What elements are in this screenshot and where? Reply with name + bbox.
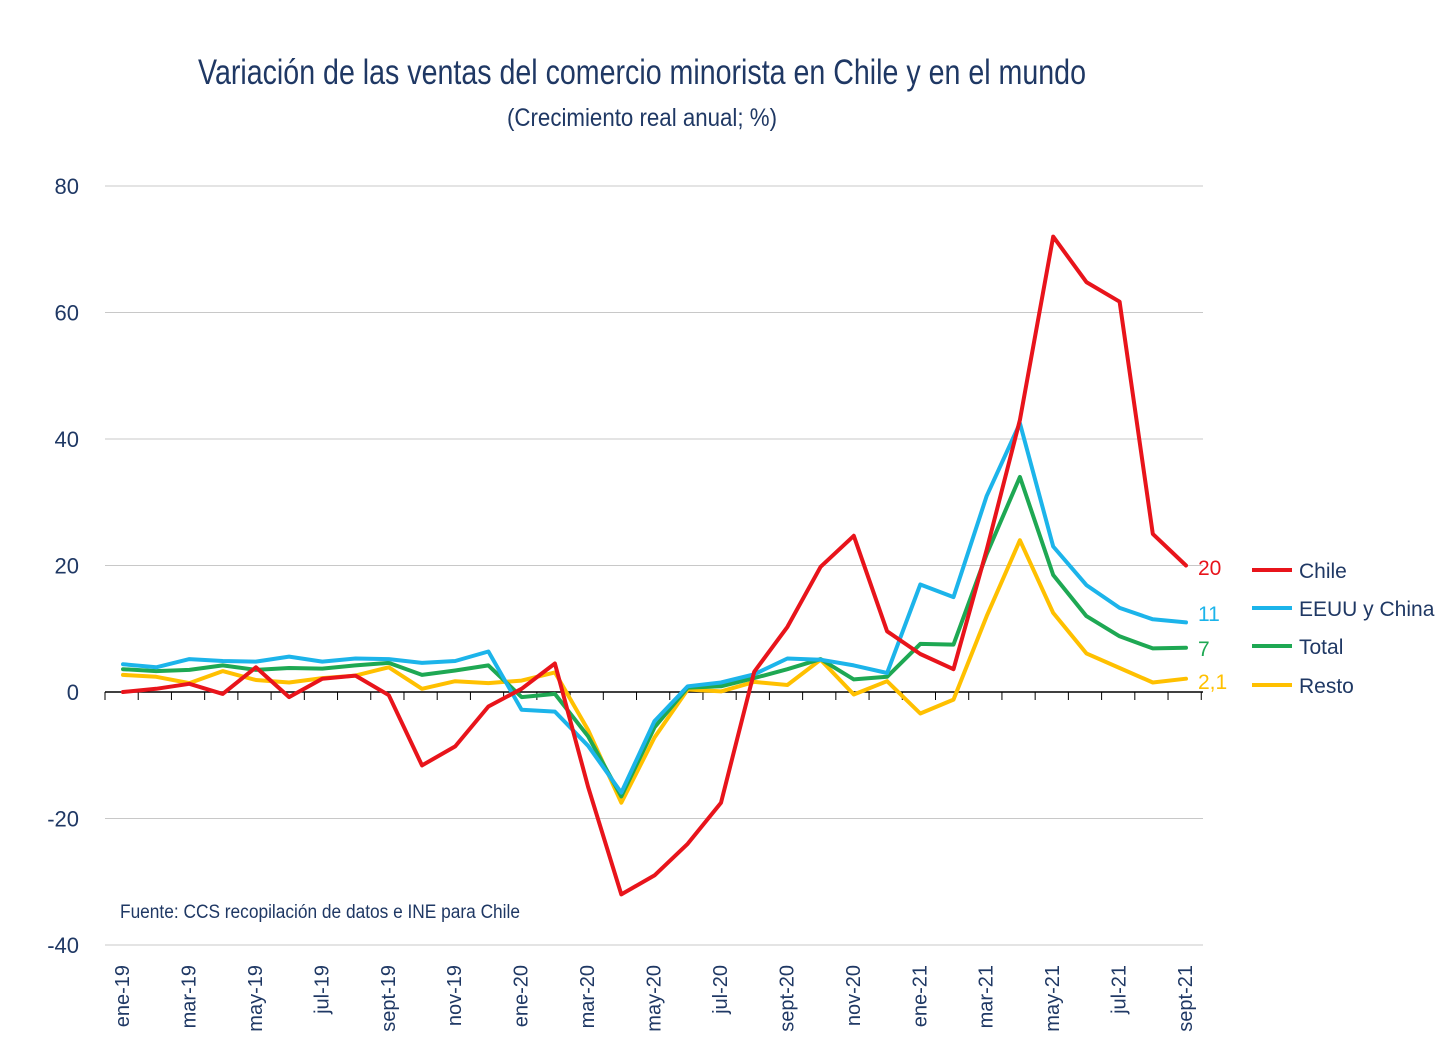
x-tick-label: may-19	[245, 965, 267, 1032]
x-tick-label: sept-20	[776, 965, 798, 1032]
chart-title: Variación de las ventas del comercio min…	[198, 53, 1086, 92]
x-tick-label: sept-21	[1175, 965, 1197, 1032]
end-label-total: 7	[1198, 638, 1210, 661]
x-tick-label: mar-20	[577, 965, 599, 1028]
end-label-chile: 20	[1198, 557, 1221, 580]
x-tick-label: ene-20	[511, 965, 533, 1027]
x-tick-label: jul-20	[710, 965, 732, 1015]
x-tick-label: ene-19	[112, 965, 134, 1027]
x-tick-label: mar-21	[976, 965, 998, 1028]
x-tick-label: jul-21	[1109, 965, 1131, 1015]
x-tick-label: may-20	[644, 965, 666, 1032]
y-tick-label: -20	[47, 807, 79, 832]
x-tick-label: ene-21	[909, 965, 931, 1027]
x-tick-label: nov-20	[843, 965, 865, 1026]
legend-label: Resto	[1299, 675, 1354, 698]
legend-label: Chile	[1299, 560, 1347, 583]
end-label-eeuu-y-china: 11	[1198, 603, 1220, 626]
end-labels: 20 11 7 2,1	[1198, 557, 1227, 694]
x-tick-label: nov-19	[444, 965, 466, 1026]
grid	[105, 185, 1203, 946]
y-tick-label: 20	[55, 554, 79, 579]
y-tick-label: 60	[55, 301, 79, 326]
series-line-resto	[121, 538, 1188, 805]
x-axis: ene-19 mar-19 may-19 jul-19 sept-19 nov-19 ene…	[104, 692, 1202, 1032]
y-tick-label: 40	[55, 427, 79, 452]
x-tick-label: may-21	[1042, 965, 1064, 1032]
x-tick-label: mar-19	[178, 965, 200, 1028]
legend-label: EEUU y China	[1299, 598, 1435, 621]
legend-label: Total	[1299, 636, 1343, 659]
series-lines	[121, 234, 1188, 897]
source-note: Fuente: CCS recopilación de datos e INE …	[120, 902, 520, 923]
series-line-eeuu-y-china	[121, 421, 1188, 795]
y-tick-label: -40	[47, 933, 79, 958]
series-line-chile	[121, 234, 1188, 897]
series-line-total	[121, 474, 1188, 799]
y-tick-label: 80	[55, 174, 79, 199]
legend: Chile EEUU y China Total Resto	[1252, 560, 1435, 698]
end-label-resto: 2,1	[1198, 671, 1227, 694]
x-tick-label: sept-19	[378, 965, 400, 1032]
y-axis: 80 60 40 20 0 -20 -40	[47, 174, 79, 958]
x-tick-label: jul-19	[311, 965, 333, 1015]
chart-subtitle: (Crecimiento real anual; %)	[507, 104, 777, 132]
y-tick-label: 0	[67, 680, 79, 705]
